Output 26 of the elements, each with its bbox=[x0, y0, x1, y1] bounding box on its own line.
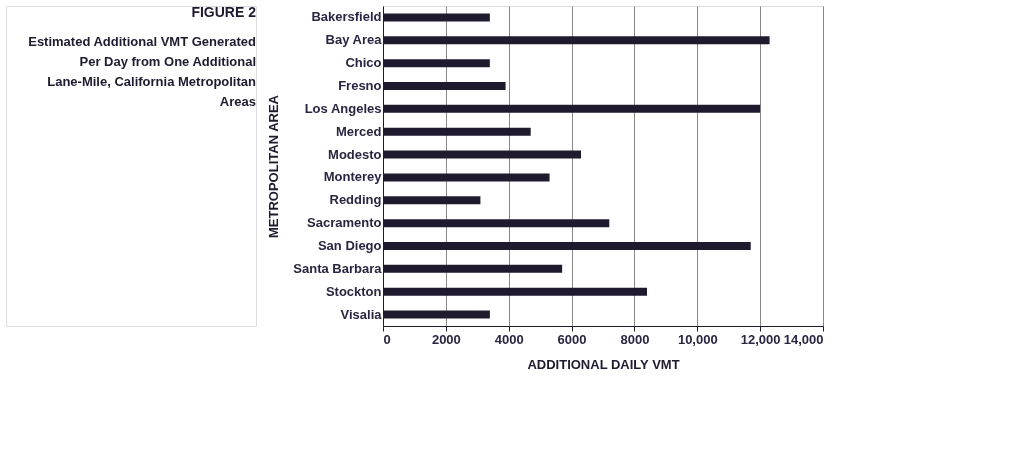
x-tick-label: 14,000 bbox=[783, 331, 824, 347]
y-tick-label: Fresno bbox=[338, 78, 382, 93]
y-tick-label: Los Angeles bbox=[304, 100, 382, 116]
x-tick-label: 0 bbox=[383, 331, 391, 347]
y-tick-label: Merced bbox=[335, 123, 382, 139]
text: FIGURE 2 bbox=[191, 4, 257, 20]
y-axis-title: METROPOLITAN AREA bbox=[266, 94, 282, 238]
x-axis-title: ADDITIONAL DAILY VMT bbox=[527, 356, 680, 372]
y-tick-label: Redding bbox=[329, 192, 382, 208]
y-tick-label: San Diego bbox=[317, 238, 382, 253]
x-tick-label: 12,000 bbox=[740, 331, 781, 347]
y-tick-label: Bakersfield bbox=[311, 9, 382, 25]
x-tick-label: 4000 bbox=[494, 331, 524, 347]
x-tick-label: 6000 bbox=[557, 331, 587, 347]
y-tick-label: Stockton bbox=[325, 283, 382, 299]
y-tick-label: Santa Barbara bbox=[293, 260, 383, 276]
y-tick-label: Bay Area bbox=[325, 32, 383, 48]
y-tick-label: Monterey bbox=[323, 169, 383, 185]
y-tick-label: Modesto bbox=[328, 146, 382, 162]
y-tick-label: Chico bbox=[345, 55, 382, 71]
text: Estimated Additional VMT Generated Per Day from One Additional Lane-Mile, California Metropolitan Areas bbox=[28, 34, 257, 109]
x-tick-label: 8000 bbox=[620, 331, 650, 347]
x-tick-label: 2000 bbox=[431, 331, 461, 347]
x-tick-label: 10,000 bbox=[677, 331, 718, 347]
y-tick-label: Visalia bbox=[340, 306, 383, 322]
y-tick-label: Sacramento bbox=[307, 215, 382, 231]
